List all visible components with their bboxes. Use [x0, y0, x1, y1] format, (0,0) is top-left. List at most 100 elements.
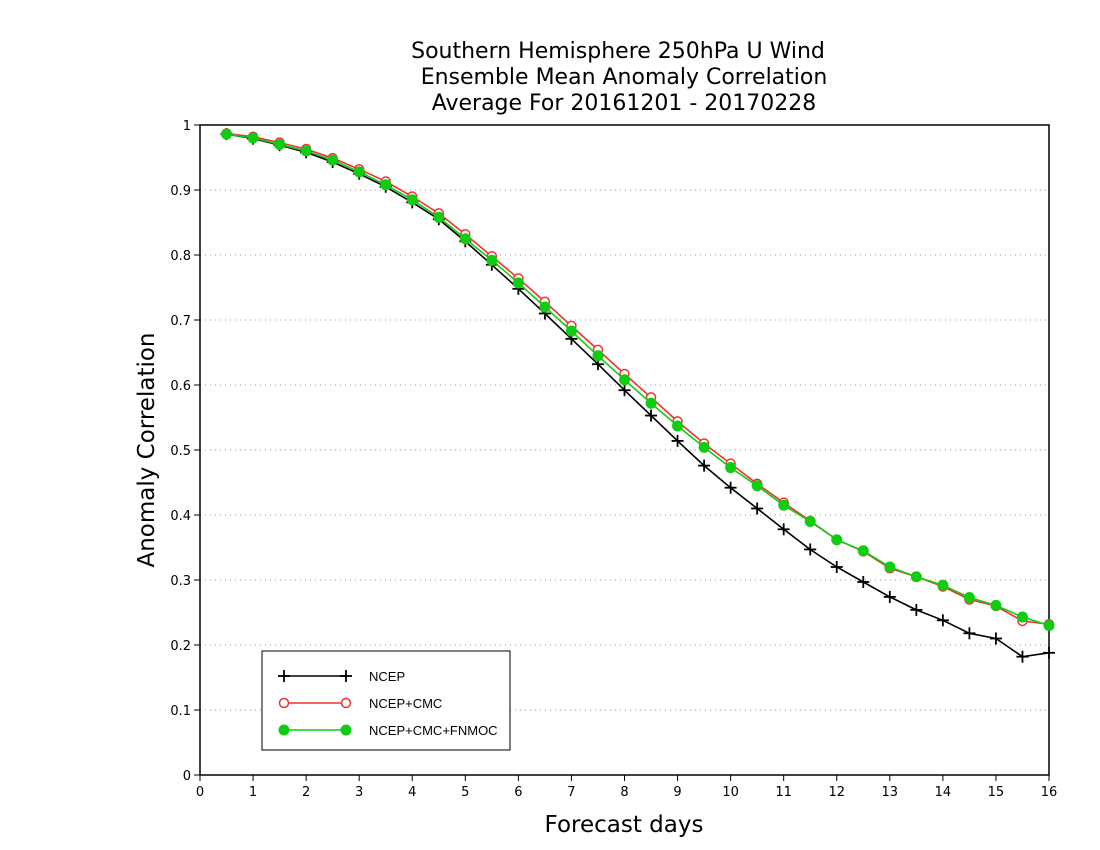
x-tick-label-11: 11	[775, 785, 792, 800]
y-tick-label-10: 1	[183, 119, 191, 134]
series-2-point-16	[645, 397, 657, 409]
y-tick-label-2: 0.2	[170, 639, 191, 654]
x-tick-label-15: 15	[988, 785, 1005, 800]
series-2-point-30	[1016, 611, 1028, 623]
series-0-point-24	[857, 575, 870, 588]
series-2-point-2	[274, 139, 286, 150]
series-2-point-11	[512, 277, 524, 289]
x-tick-label-8: 8	[620, 785, 628, 800]
series-0-point-29	[989, 632, 1002, 645]
series-2-point-13	[565, 325, 577, 337]
series-2-point-18	[698, 441, 710, 453]
y-tick-label-9: 0.9	[170, 184, 191, 199]
x-tick-label-12: 12	[828, 785, 845, 800]
legend-marker-start-0	[278, 670, 290, 682]
series-2-point-0	[221, 128, 233, 140]
series-2	[221, 128, 1055, 631]
series-0-point-20	[751, 502, 764, 515]
chart-title: Southern Hemisphere 250hPa U Wind Ensemb…	[411, 39, 827, 116]
y-tick-label-0: 0	[183, 769, 191, 784]
series-0-point-19	[724, 481, 737, 494]
series-2-point-14	[592, 350, 604, 362]
x-tick-label-0: 0	[196, 785, 204, 800]
series-2-point-26	[910, 571, 922, 583]
x-tick-label-2: 2	[302, 785, 310, 800]
series-2-point-15	[619, 374, 630, 386]
axis-ticks: 00.10.20.30.40.50.60.70.80.910 1 2 3 4 5 6 7 8 9 1…	[170, 119, 1057, 800]
series-2-point-29	[990, 599, 1002, 611]
series-line-0	[226, 133, 1050, 658]
series-2-point-10	[486, 254, 498, 266]
legend-marker-end-2	[340, 724, 352, 736]
legend-marker-start-1	[278, 697, 290, 709]
series-0-point-30	[1016, 650, 1029, 663]
legend-marker-end-0	[340, 670, 352, 682]
series	[220, 128, 1055, 663]
series-0-point-31	[1043, 646, 1055, 659]
title-line-2: Ensemble Mean Anomaly Correlation	[421, 65, 828, 90]
series-0-point-27	[936, 614, 949, 627]
y-tick-label-4: 0.4	[170, 509, 191, 524]
y-tick-label-5: 0.5	[170, 444, 191, 459]
series-2-point-17	[672, 420, 684, 432]
x-tick-label-10: 10	[722, 785, 739, 800]
x-tick-label-1: 1	[249, 785, 257, 800]
series-0-point-23	[830, 561, 843, 573]
series-2-point-9	[459, 233, 471, 245]
legend-marker-end-1	[340, 697, 352, 709]
series-2-point-19	[725, 462, 737, 474]
series-0-point-26	[910, 603, 923, 616]
series-2-point-21	[778, 499, 790, 511]
series-2-point-3	[300, 145, 312, 157]
y-tick-label-1: 0.1	[170, 704, 191, 719]
series-2-point-1	[247, 132, 259, 144]
series-2-point-22	[804, 516, 816, 527]
legend-label-0: NCEP	[369, 669, 405, 684]
x-axis-label: Forecast days	[545, 812, 704, 838]
x-tick-label-7: 7	[567, 785, 575, 800]
legend-label-2: NCEP+CMC+FNMOC	[369, 723, 498, 738]
series-2-point-20	[751, 480, 763, 492]
series-0-point-21	[777, 523, 790, 536]
legend-label-1: NCEP+CMC	[369, 696, 442, 711]
series-2-point-4	[327, 154, 339, 166]
x-tick-label-3: 3	[355, 785, 363, 800]
x-tick-label-16: 16	[1041, 785, 1058, 800]
series-0-point-16	[645, 409, 658, 422]
series-1	[221, 128, 1055, 630]
legend: NCEP NCEP+CMC NCEP+CMC+FNMOC	[261, 650, 511, 751]
x-tick-label-6: 6	[514, 785, 522, 800]
legend-box	[261, 650, 511, 751]
x-tick-label-4: 4	[408, 785, 416, 800]
series-0-point-25	[883, 590, 896, 603]
series-2-point-25	[884, 561, 896, 573]
series-0-point-22	[804, 543, 817, 556]
y-tick-label-6: 0.6	[170, 379, 191, 394]
x-tick-label-13: 13	[882, 785, 899, 800]
series-2-point-7	[406, 194, 418, 206]
grid	[200, 189, 1049, 711]
series-2-point-5	[353, 166, 365, 178]
series-2-point-24	[857, 545, 869, 557]
series-0-point-18	[698, 459, 711, 472]
series-2-point-6	[380, 179, 392, 191]
y-tick-label-3: 0.3	[170, 574, 191, 589]
y-tick-label-8: 0.8	[170, 249, 191, 264]
series-2-point-31	[1043, 620, 1055, 631]
x-tick-label-9: 9	[673, 785, 681, 800]
y-axis-label: Anomaly Correlation	[134, 332, 160, 567]
series-0-point-15	[618, 384, 631, 397]
series-line-1	[226, 132, 1050, 625]
series-2-point-12	[539, 301, 551, 313]
series-0-point-28	[963, 627, 976, 640]
series-0-point-17	[671, 434, 684, 447]
series-2-point-28	[963, 592, 975, 604]
x-tick-label-14: 14	[935, 785, 952, 800]
series-2-point-8	[433, 211, 445, 223]
title-line-3: Average For 20161201 - 20170228	[432, 91, 817, 116]
series-2-point-27	[937, 579, 949, 591]
y-tick-label-7: 0.7	[170, 314, 191, 329]
x-tick-label-5: 5	[461, 785, 469, 800]
title-line-1: Southern Hemisphere 250hPa U Wind	[411, 39, 825, 64]
